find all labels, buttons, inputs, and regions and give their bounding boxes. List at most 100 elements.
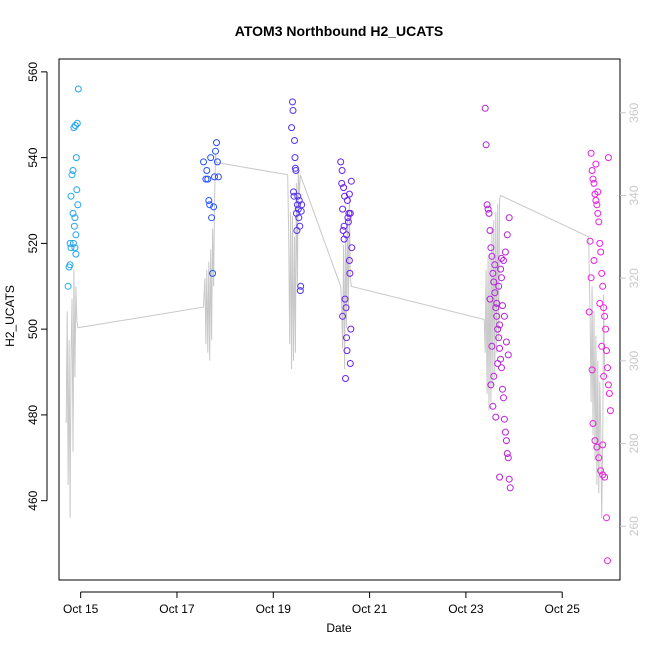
data-point xyxy=(206,201,214,209)
data-point xyxy=(601,473,609,481)
data-point xyxy=(340,184,348,192)
y2-tick-label: 260 xyxy=(627,516,641,536)
data-point xyxy=(490,278,498,286)
data-point xyxy=(601,312,609,320)
x-tick-label: Oct 23 xyxy=(448,602,484,616)
data-point xyxy=(594,188,602,196)
data-point xyxy=(587,149,595,157)
data-point xyxy=(340,222,348,230)
data-point xyxy=(600,304,608,312)
data-point xyxy=(482,141,490,149)
data-point xyxy=(499,302,506,310)
data-point xyxy=(343,197,351,204)
data-point xyxy=(292,167,300,174)
data-point xyxy=(289,107,297,114)
data-point xyxy=(599,282,607,290)
data-point xyxy=(339,205,347,213)
x-tick-label: Oct 25 xyxy=(545,602,581,616)
data-point xyxy=(501,428,509,436)
data-point xyxy=(605,390,613,397)
data-point xyxy=(297,282,305,290)
y2-tick-label: 340 xyxy=(627,185,641,205)
data-point xyxy=(499,385,506,393)
data-point xyxy=(293,201,301,209)
data-point xyxy=(74,85,82,93)
data-point xyxy=(288,124,296,132)
data-point xyxy=(503,450,511,457)
data-point xyxy=(72,231,80,239)
data-point xyxy=(498,254,505,262)
data-point xyxy=(497,265,505,273)
data-point xyxy=(290,192,298,200)
data-point xyxy=(213,158,221,166)
data-point xyxy=(347,177,355,185)
data-point xyxy=(501,248,509,256)
data-point xyxy=(213,139,220,147)
data-point xyxy=(591,437,599,445)
data-point xyxy=(204,175,212,183)
data-point xyxy=(603,347,610,355)
x-axis: Oct 15 Oct 17 Oct 19 Oct 21 Oct 23 Oct 25 xyxy=(63,591,581,616)
data-point xyxy=(587,274,595,282)
data-point xyxy=(348,244,356,252)
data-point xyxy=(481,104,489,112)
data-point xyxy=(589,420,597,427)
data-point xyxy=(498,274,505,282)
data-point xyxy=(342,375,349,382)
y2-tick-label: 300 xyxy=(627,350,641,370)
data-point xyxy=(338,179,346,187)
data-point xyxy=(496,344,504,352)
data-point xyxy=(345,190,353,198)
data-point xyxy=(483,201,491,209)
data-point xyxy=(212,147,219,155)
data-point xyxy=(598,269,606,277)
data-point xyxy=(343,231,350,239)
data-point xyxy=(214,173,222,181)
data-point xyxy=(72,250,80,258)
x-tick-label: Oct 19 xyxy=(256,602,292,616)
data-point xyxy=(68,171,76,179)
data-point xyxy=(486,295,494,303)
data-point xyxy=(588,366,596,374)
data-point xyxy=(73,186,81,194)
data-point xyxy=(504,454,512,462)
x-tick-label: Oct 17 xyxy=(159,602,195,616)
data-point xyxy=(346,360,354,367)
data-point xyxy=(594,209,602,217)
data-point xyxy=(487,244,495,252)
data-point xyxy=(604,154,612,162)
data-point xyxy=(592,197,600,204)
data-point xyxy=(489,269,497,277)
data-point xyxy=(500,257,507,264)
data-point xyxy=(289,98,296,106)
data-point xyxy=(498,364,505,372)
data-point xyxy=(593,443,601,451)
x-axis-label: Date xyxy=(326,621,352,635)
data-point xyxy=(495,282,503,290)
data-point xyxy=(485,209,493,217)
data-point xyxy=(596,299,604,307)
data-point xyxy=(488,342,496,350)
data-point xyxy=(74,201,82,209)
data-point xyxy=(345,257,353,264)
x-tick-label: Oct 15 xyxy=(63,602,99,616)
data-point xyxy=(590,257,598,264)
data-point xyxy=(492,413,500,421)
data-point xyxy=(496,321,504,329)
y-tick-label: 560 xyxy=(26,62,40,82)
data-point xyxy=(69,167,77,174)
data-point xyxy=(502,338,510,346)
data-point xyxy=(71,214,79,222)
data-point xyxy=(599,471,607,479)
data-point xyxy=(604,557,611,565)
data-point xyxy=(294,192,302,200)
y2-axis: 260 280 300 320 340 360 xyxy=(620,102,641,536)
chart-title: ATOM3 Northbound H2_UCATS xyxy=(235,23,443,39)
data-point xyxy=(211,173,218,181)
y2-tick-label: 280 xyxy=(627,433,641,453)
data-point xyxy=(603,514,610,522)
data-point xyxy=(488,252,496,260)
data-point xyxy=(506,484,514,492)
data-point xyxy=(291,137,298,144)
